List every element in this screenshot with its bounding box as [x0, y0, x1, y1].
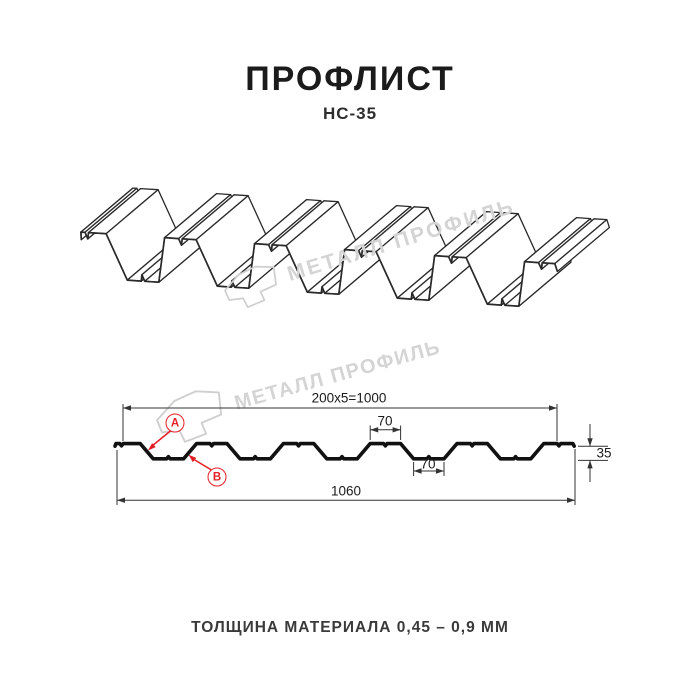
- page-title: ПРОФЛИСТ: [245, 60, 455, 98]
- dim-overall-width: 1060: [330, 483, 362, 499]
- dim-rib-top-width: 70: [377, 413, 393, 429]
- dim-profile-height: 35: [596, 445, 612, 461]
- dim-coverage-width: 200x5=1000: [311, 390, 387, 406]
- thickness-note: ТОЛЩИНА МАТЕРИАЛА 0,45 – 0,9 ММ: [191, 619, 509, 636]
- callout-a-badge: A: [165, 413, 185, 433]
- dim-rib-bottom-width: 70: [420, 456, 436, 472]
- metal-profile-logo-icon: [224, 265, 277, 309]
- product-code: НС-35: [322, 104, 378, 123]
- watermark-upper: МЕТАЛЛ ПРОФИЛЬ: [218, 187, 520, 314]
- callout-b-badge: B: [207, 467, 227, 487]
